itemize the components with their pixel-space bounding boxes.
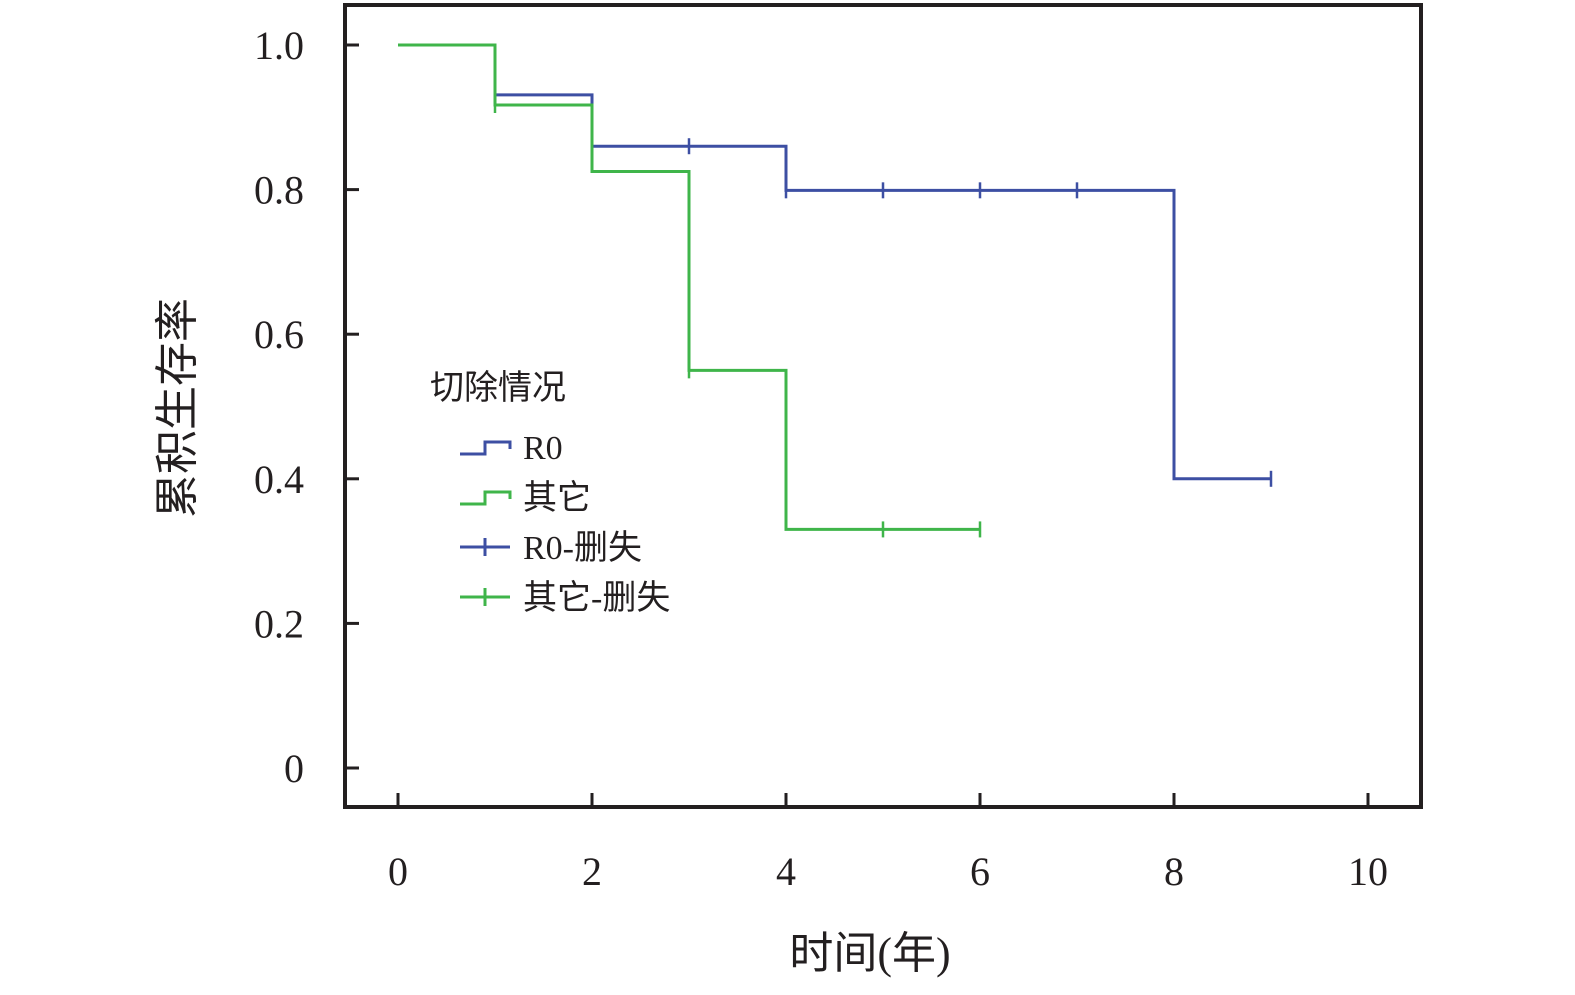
series-layer bbox=[398, 43, 1273, 538]
plot-frame bbox=[343, 3, 1423, 809]
axes: 0 0.2 0.4 0.6 0.8 1.0 0 2 4 6 8 10 bbox=[254, 3, 1423, 894]
y-tick-label: 1.0 bbox=[254, 23, 304, 68]
x-axis-title: 时间(年) bbox=[789, 929, 950, 978]
survival-step-line bbox=[398, 43, 980, 531]
y-axis-title: 累积生存率 bbox=[153, 298, 202, 518]
x-tick-label: 10 bbox=[1348, 849, 1388, 894]
series-0 bbox=[493, 86, 1273, 487]
legend-label: R0 bbox=[523, 430, 563, 467]
survival-step-line bbox=[495, 93, 1271, 481]
x-tick-label: 2 bbox=[582, 849, 602, 894]
legend-label: 其它 bbox=[523, 479, 591, 517]
y-tick-label: 0 bbox=[284, 746, 304, 791]
x-tick-label: 0 bbox=[388, 849, 408, 894]
y-tick-label: 0.8 bbox=[254, 168, 304, 213]
y-tick-label: 0.2 bbox=[254, 601, 304, 646]
series-1 bbox=[398, 43, 982, 538]
legend-label: 其它-删失 bbox=[523, 579, 670, 617]
x-tick-label: 8 bbox=[1164, 849, 1184, 894]
y-tick-label: 0.6 bbox=[254, 312, 304, 357]
legend-title: 切除情况 bbox=[430, 369, 566, 407]
y-tick-label: 0.4 bbox=[254, 457, 304, 502]
legend-label: R0-删失 bbox=[523, 529, 642, 567]
x-tick-label: 4 bbox=[776, 849, 796, 894]
legend-key-step bbox=[460, 490, 512, 506]
legend-key-step bbox=[460, 440, 512, 456]
x-tick-label: 6 bbox=[970, 849, 990, 894]
